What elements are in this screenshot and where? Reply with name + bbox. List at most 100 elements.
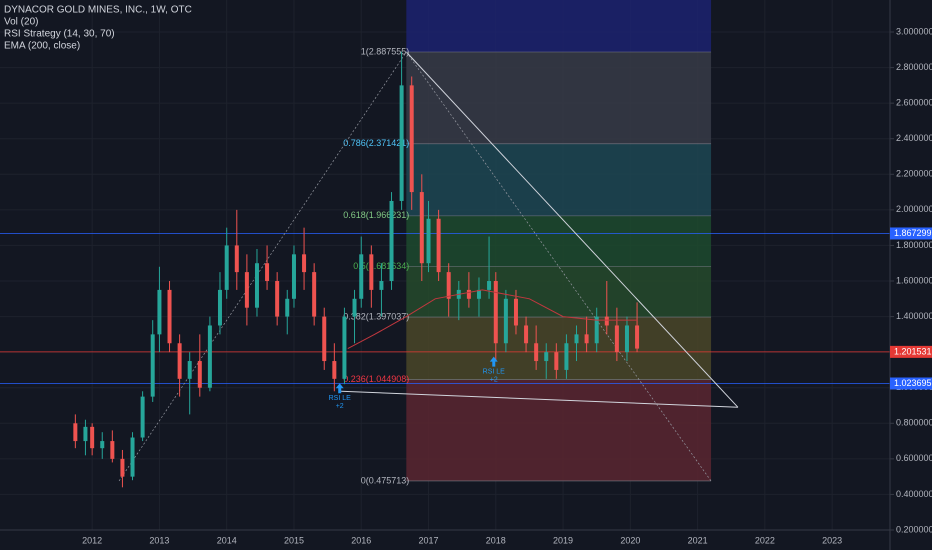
candle-body — [332, 361, 337, 379]
candle-body — [275, 281, 280, 317]
y-tick-label: 0.200000 — [896, 524, 932, 534]
candle-body — [436, 218, 441, 273]
candle-body — [90, 426, 95, 449]
x-tick-label: 2022 — [755, 535, 775, 545]
x-tick-label: 2013 — [149, 535, 169, 545]
candle-body — [493, 281, 498, 344]
candle-body — [389, 200, 394, 282]
candle-body — [312, 272, 317, 317]
candle-body — [476, 289, 481, 299]
x-tick-label: 2012 — [82, 535, 102, 545]
y-tick-label: 0.800000 — [896, 418, 932, 428]
fib-label: 0(0.475713) — [361, 475, 410, 485]
signal-arrow — [335, 383, 344, 394]
signal-sub: +2 — [336, 403, 344, 410]
candle-body — [466, 289, 471, 299]
candle-body — [604, 316, 609, 326]
indicator: Vol (20) — [4, 17, 38, 28]
y-tick-label: 1.400000 — [896, 311, 932, 321]
x-tick-label: 2023 — [822, 535, 842, 545]
candle-body — [285, 298, 290, 317]
candle-body — [513, 298, 518, 326]
candle-body — [100, 441, 105, 449]
candle-body — [150, 334, 155, 397]
candle-body — [534, 343, 539, 362]
price-tag-label: 1.023695 — [894, 378, 932, 388]
price-tag — [890, 377, 932, 390]
candle-body — [524, 325, 529, 344]
candle-body — [177, 343, 182, 379]
candle-body — [73, 423, 78, 442]
candle-body — [83, 426, 88, 442]
y-tick-label: 0.600000 — [896, 453, 932, 463]
candle-body — [574, 334, 579, 344]
fib-band — [406, 143, 712, 216]
x-tick-label: 2015 — [284, 535, 304, 545]
candle-body — [110, 441, 115, 459]
candle-body — [254, 263, 259, 308]
fib-label: 0.382(1.397037) — [343, 311, 409, 321]
candle-body — [544, 352, 549, 362]
y-tick-label: 0.400000 — [896, 489, 932, 499]
price-tag-label: 1.867299 — [894, 228, 932, 238]
candle-body — [419, 192, 424, 264]
fib-band — [406, 379, 712, 481]
y-tick-label: 2.200000 — [896, 169, 932, 179]
candle-body — [244, 272, 249, 308]
trendline — [405, 51, 739, 408]
candle-body — [446, 272, 451, 299]
candle-body — [322, 316, 327, 362]
plot: 0(0.475713) 0.236(1.044908) 0.382(1.397037… — [0, 0, 890, 531]
candle-body — [379, 281, 384, 290]
x-tick-label: 2018 — [486, 535, 506, 545]
candle-body — [564, 343, 569, 370]
fib-label: 0.236(1.044908) — [343, 374, 409, 384]
candle-body — [234, 245, 239, 273]
candle-body — [167, 289, 172, 344]
x-tick-label: 2014 — [217, 535, 237, 545]
candle-body — [291, 254, 296, 299]
candle-body — [217, 289, 222, 326]
candle-body — [359, 254, 364, 299]
candle-body — [130, 437, 135, 477]
fib-label: 0.618(1.966231) — [343, 210, 409, 220]
y-tick-label: 1.600000 — [896, 275, 932, 285]
candle-body — [624, 325, 629, 353]
fib-band — [406, 52, 712, 144]
x-tick-label: 2019 — [553, 535, 573, 545]
candle-body — [399, 85, 404, 201]
fib-band — [406, 215, 712, 267]
candle-body — [265, 263, 270, 282]
candle-body — [409, 85, 414, 193]
candle-body — [342, 316, 347, 379]
signal-label: RSI LE — [329, 395, 352, 402]
candle-body — [207, 325, 212, 388]
candle-body — [302, 254, 307, 273]
y-tick-label: 2.600000 — [896, 98, 932, 108]
candle-body — [503, 298, 508, 344]
indicator: RSI Strategy (14, 30, 70) — [4, 29, 115, 40]
candle-body — [426, 218, 431, 264]
signal-arrow — [489, 356, 498, 367]
y-tick-label: 2.800000 — [896, 62, 932, 72]
candle-body — [140, 396, 145, 438]
price-tag — [890, 227, 932, 240]
price-tag — [890, 345, 932, 358]
candle-body — [369, 254, 374, 290]
y-tick-label: 2.000000 — [896, 204, 932, 214]
indicator: EMA (200, close) — [4, 41, 80, 52]
candle-body — [594, 316, 599, 344]
fib-label: 1(2.887555) — [361, 46, 410, 56]
candle-body — [635, 325, 640, 349]
x-tick-label: 2017 — [419, 535, 439, 545]
signal-label: RSI LE — [483, 368, 506, 375]
y-tick-label: 1.800000 — [896, 240, 932, 250]
fib-band — [406, 0, 712, 53]
candle-body — [187, 361, 192, 379]
x-tick-label: 2021 — [688, 535, 708, 545]
candle-body — [352, 298, 357, 317]
candle-body — [554, 352, 559, 370]
y-tick-label: 3.000000 — [896, 26, 932, 36]
fib-label: 0.786(2.371421) — [343, 138, 409, 148]
